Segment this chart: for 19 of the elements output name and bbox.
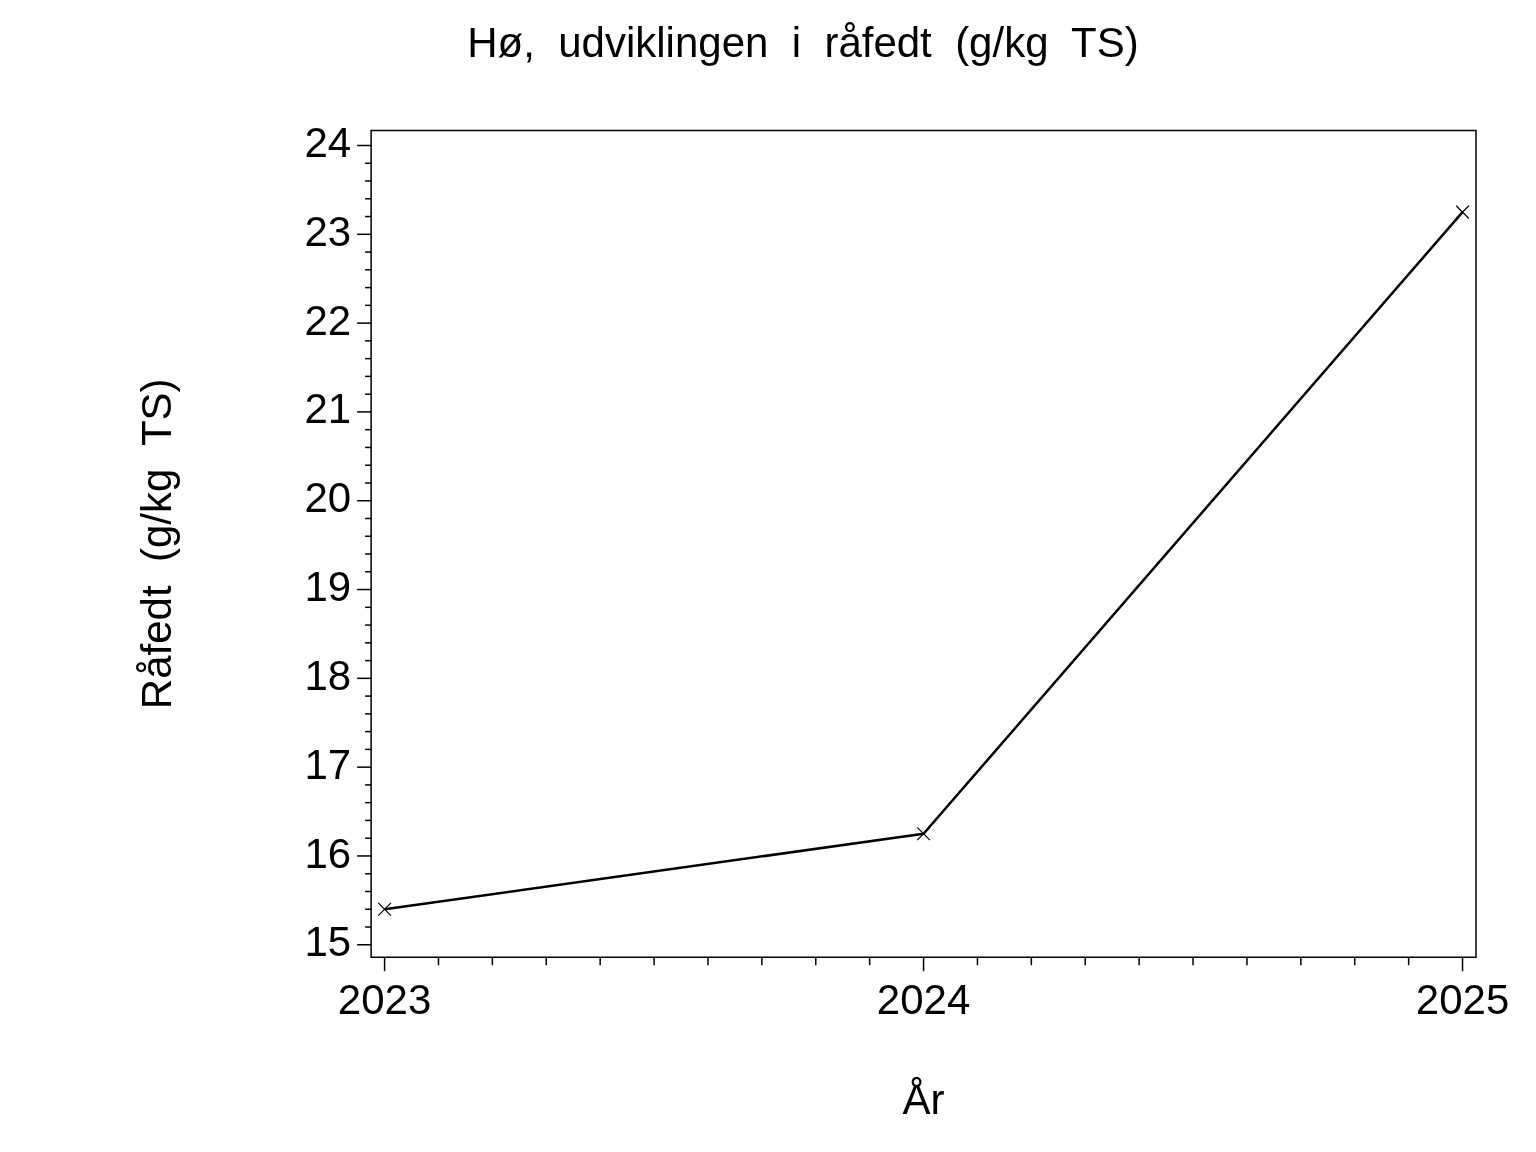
y-tick-label: 24 — [304, 119, 352, 167]
point — [377, 902, 392, 917]
chart-title: Hø, udviklingen i råfedt (g/kg TS) — [467, 18, 1139, 66]
point — [916, 826, 931, 841]
y-tick-label: 22 — [304, 296, 352, 344]
y-tick-label: 20 — [304, 474, 352, 522]
y-tick-label: 16 — [304, 829, 352, 877]
y-tick-label: 23 — [304, 207, 352, 255]
y-tick-label: 18 — [304, 651, 352, 699]
y-axis-title: Råfedt (g/kg TS) — [132, 378, 180, 710]
x-tick-label: 2025 — [1415, 975, 1510, 1023]
x-tick-label: 2024 — [876, 975, 971, 1023]
point — [1455, 205, 1470, 220]
x-tick-label: 2023 — [337, 975, 432, 1023]
y-tick-label: 17 — [304, 740, 352, 788]
y-tick-label: 15 — [304, 918, 352, 966]
x-axis-title: År — [902, 1076, 945, 1124]
y-tick-label: 21 — [304, 385, 352, 433]
y-tick-label: 19 — [304, 563, 352, 611]
